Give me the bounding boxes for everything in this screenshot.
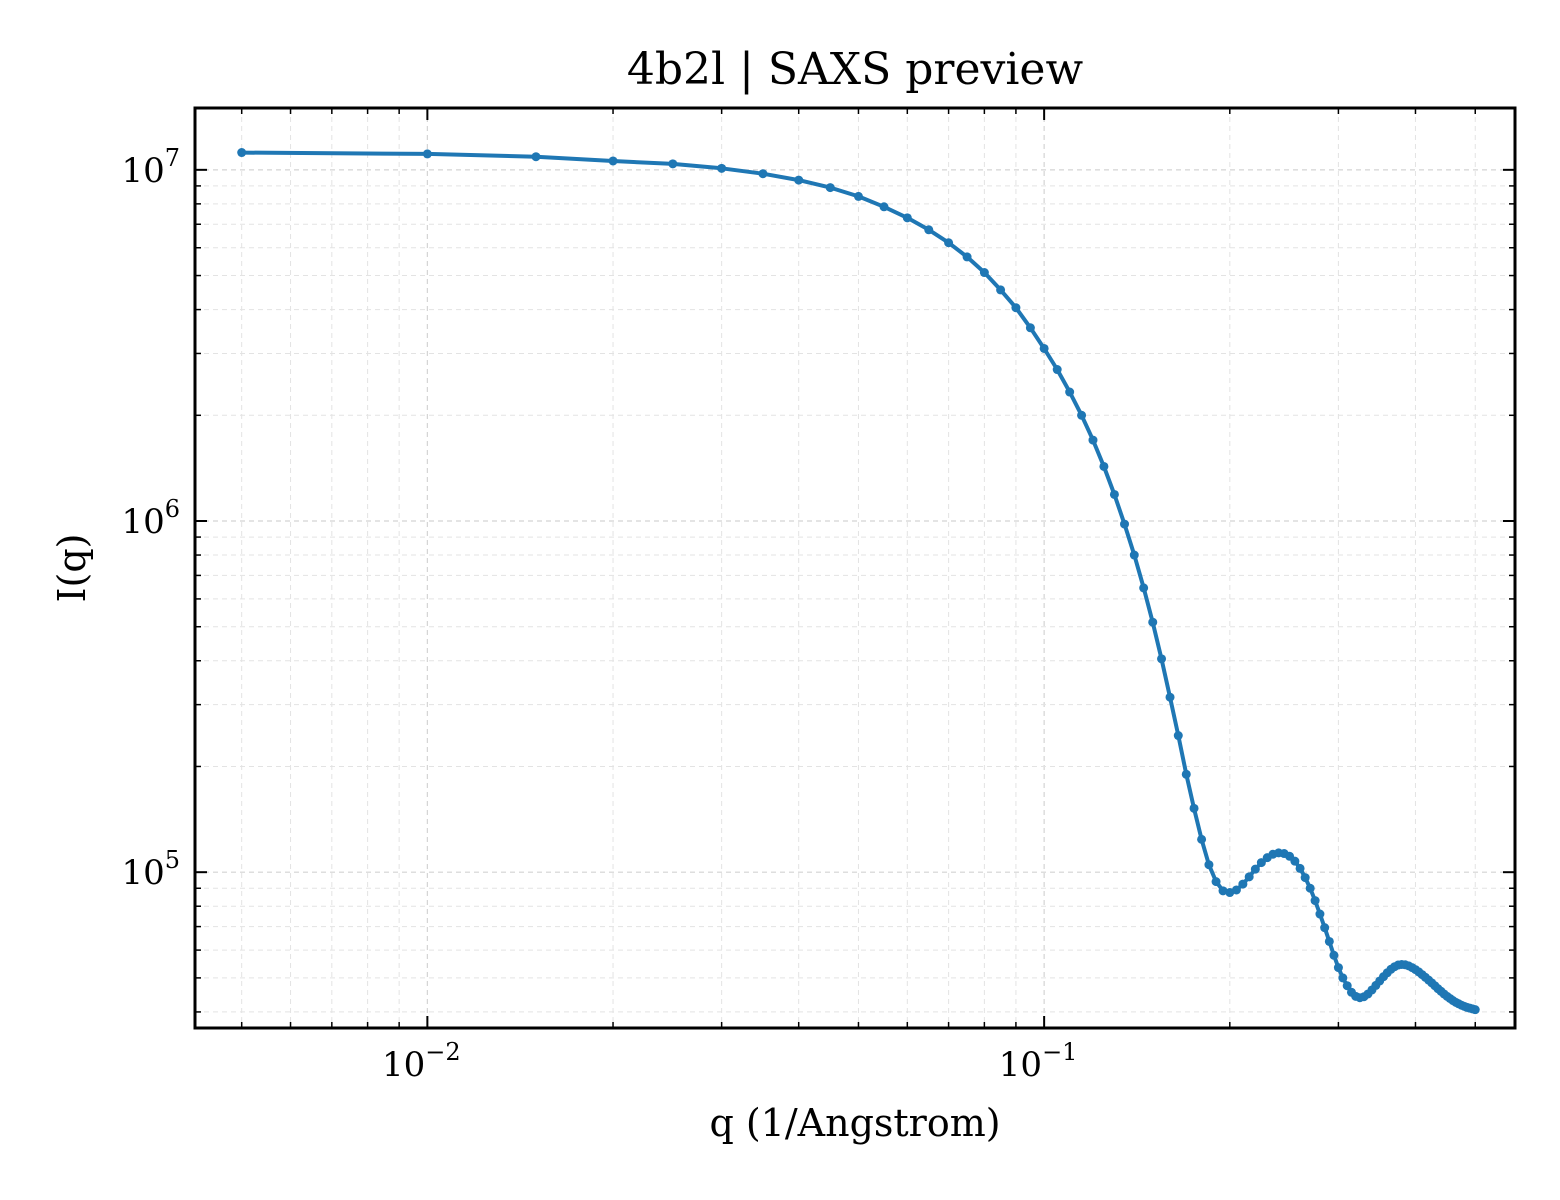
data-point xyxy=(1025,323,1035,333)
data-point xyxy=(1333,963,1343,973)
data-point xyxy=(1157,654,1167,664)
data-point xyxy=(422,149,432,159)
data-point xyxy=(1129,550,1139,560)
data-point xyxy=(1139,583,1149,593)
data-point xyxy=(1065,387,1075,397)
data-point xyxy=(1310,896,1320,906)
x-tick-label: 10−1 xyxy=(999,1038,1078,1085)
data-point xyxy=(853,191,863,201)
data-point xyxy=(668,159,678,169)
y-tick-labels: 105 106 107 xyxy=(121,144,180,893)
data-point xyxy=(1320,923,1330,933)
data-point xyxy=(1470,1005,1480,1015)
data-point xyxy=(717,163,727,173)
data-point xyxy=(825,183,835,193)
data-point xyxy=(1204,860,1214,870)
data-point xyxy=(237,148,247,158)
data-point xyxy=(902,213,912,223)
x-tick-label: 10−2 xyxy=(382,1038,461,1085)
series-curve xyxy=(237,148,1480,1015)
data-point xyxy=(1218,886,1228,896)
data-point xyxy=(1256,858,1266,868)
data-point xyxy=(1077,410,1087,420)
data-point xyxy=(1342,981,1352,991)
data-point xyxy=(1197,834,1207,844)
x-tick-labels: 10−2 10−1 xyxy=(382,1038,1077,1085)
data-point xyxy=(1315,909,1325,919)
data-point xyxy=(1039,343,1049,353)
data-point xyxy=(608,156,618,166)
data-point xyxy=(879,202,889,212)
x-axis-label: q (1/Angstrom) xyxy=(709,1101,1000,1145)
data-point xyxy=(1011,303,1021,313)
data-point xyxy=(944,238,954,248)
data-point xyxy=(1099,461,1109,471)
data-point xyxy=(1173,731,1183,741)
data-point xyxy=(1290,856,1300,866)
data-point xyxy=(1181,769,1191,779)
plot-frame xyxy=(193,106,1517,1030)
data-point xyxy=(758,169,768,179)
data-point xyxy=(1238,879,1248,889)
data-point xyxy=(1088,435,1098,445)
data-point xyxy=(794,175,804,185)
data-point xyxy=(1300,873,1310,883)
data-point xyxy=(1295,863,1305,873)
y-axis-label: I(q) xyxy=(50,534,94,603)
data-point xyxy=(1338,973,1348,983)
data-point xyxy=(1231,885,1241,895)
data-point xyxy=(1148,617,1158,627)
y-tick-label: 106 xyxy=(121,495,180,542)
data-point xyxy=(1189,803,1199,813)
data-point xyxy=(996,285,1006,295)
grid xyxy=(195,108,1515,1028)
data-point xyxy=(1324,936,1334,946)
data-point xyxy=(531,152,541,162)
data-point xyxy=(1165,692,1175,702)
data-point xyxy=(962,252,972,262)
data-point xyxy=(1120,519,1130,529)
data-point xyxy=(924,225,934,235)
chart-title: 4b2l | SAXS preview xyxy=(627,44,1084,95)
y-tick-label: 105 xyxy=(121,846,180,893)
data-point xyxy=(1329,950,1339,960)
axis-ticks xyxy=(195,108,1515,1028)
data-point xyxy=(979,268,989,278)
y-tick-label: 107 xyxy=(121,144,180,191)
data-point xyxy=(1052,365,1062,375)
data-point xyxy=(1250,864,1260,874)
data-point xyxy=(1305,883,1315,893)
data-point xyxy=(1244,872,1254,882)
data-point xyxy=(1109,489,1119,499)
data-point xyxy=(1211,877,1221,887)
